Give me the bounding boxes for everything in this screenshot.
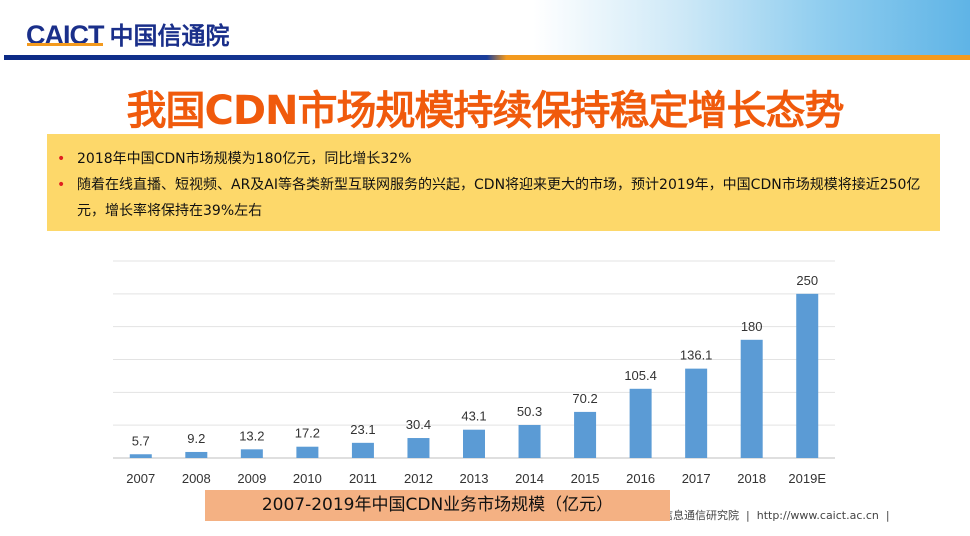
data-label: 13.2 (239, 428, 264, 443)
page-title: 我国CDN市场规模持续保持稳定增长态势 (126, 88, 844, 134)
bar-2009 (240, 449, 263, 458)
footer-sep: | (746, 509, 750, 522)
bar-2012 (407, 438, 430, 458)
x-tick-label: 2008 (182, 471, 211, 486)
data-label: 43.1 (461, 409, 486, 424)
data-label: 17.2 (295, 426, 320, 441)
header-stripe (4, 55, 970, 60)
data-label: 23.1 (350, 422, 375, 437)
x-tick-label: 2015 (571, 471, 600, 486)
x-tick-label: 2017 (682, 471, 711, 486)
bar-2015 (574, 411, 597, 458)
bar-2011 (351, 442, 374, 458)
data-label: 70.2 (572, 391, 597, 406)
summary-box: 2018年中国CDN市场规模为180亿元，同比增长32% 随着在线直播、短视频、… (47, 134, 940, 231)
bar-2007 (129, 454, 152, 458)
caict-logo: CAICT 中国信通院 (26, 16, 230, 51)
bar-2018 (740, 339, 763, 458)
bar-2013 (463, 429, 485, 458)
bullet-1: 2018年中国CDN市场规模为180亿元，同比增长32% (57, 146, 940, 172)
logo-cn: 中国信通院 (109, 23, 230, 50)
bar-2008 (185, 451, 208, 458)
data-label: 136.1 (680, 348, 713, 363)
data-label: 105.4 (624, 368, 657, 383)
bar-2019E (796, 293, 819, 458)
data-label: 30.4 (406, 417, 431, 432)
x-tick-label: 2009 (237, 471, 266, 486)
data-label: 5.7 (132, 433, 150, 448)
x-tick-label: 2014 (515, 471, 544, 486)
x-tick-label: 2007 (126, 471, 155, 486)
data-label: 50.3 (517, 404, 542, 419)
logo-underline (27, 43, 103, 46)
footer: 中国信息通信研究院 | http://www.caict.ac.cn | (640, 507, 890, 523)
header-banner (0, 0, 970, 58)
bar-2017 (685, 368, 708, 458)
x-tick-label: 2016 (626, 471, 655, 486)
data-label: 9.2 (187, 431, 205, 446)
footer-sep-2: | (885, 509, 890, 522)
x-tick-label: 2012 (404, 471, 433, 486)
data-label: 180 (741, 319, 763, 334)
bullet-2: 随着在线直播、短视频、AR及AI等各类新型互联网服务的兴起，CDN将迎来更大的市… (57, 172, 940, 224)
bar-2016 (629, 388, 652, 458)
data-label: 250 (796, 273, 818, 288)
bar-2010 (296, 446, 319, 458)
bar-2014 (518, 424, 541, 458)
chart-caption: 2007-2019年中国CDN业务市场规模（亿元） (205, 490, 670, 521)
x-tick-label: 2019E (788, 471, 826, 486)
x-tick-label: 2013 (460, 471, 489, 486)
footer-url: http://www.caict.ac.cn (756, 509, 879, 522)
x-tick-label: 2011 (349, 471, 377, 486)
x-tick-label: 2010 (293, 471, 322, 486)
x-tick-label: 2018 (737, 471, 766, 486)
